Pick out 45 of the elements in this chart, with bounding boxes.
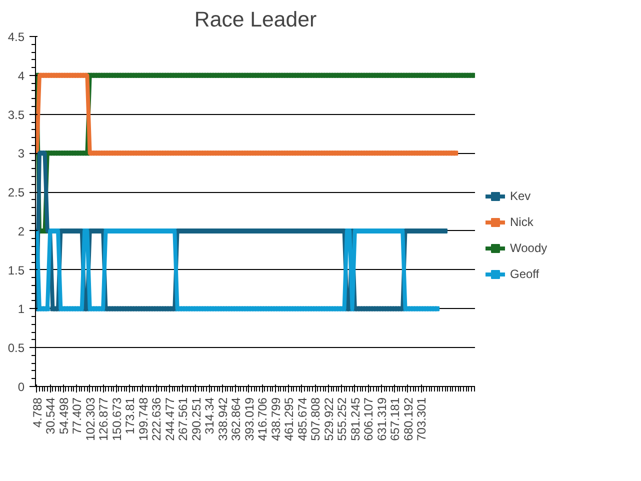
y-tick-label: 3 — [18, 146, 25, 161]
legend-label: Geoff — [510, 266, 540, 280]
legend-label: Woody — [510, 240, 548, 254]
x-tick-label: 267.561 — [176, 397, 190, 441]
legend-label: Nick — [510, 214, 534, 228]
x-tick-label: 150.673 — [110, 397, 124, 441]
x-tick-label: 362.864 — [229, 397, 244, 441]
x-tick-label: 631.319 — [374, 397, 389, 441]
chart-title: Race Leader — [194, 8, 317, 32]
x-tick-label: 126.877 — [96, 397, 111, 441]
x-tick-label: 102.303 — [83, 397, 98, 441]
x-tick-label: 680.192 — [401, 397, 416, 441]
x-tick-label: 314.34 — [202, 397, 217, 434]
x-tick-label: 657.181 — [388, 397, 402, 441]
y-tick-label: 0 — [18, 380, 25, 394]
y-tick-label: 1 — [18, 302, 25, 316]
x-tick-label: 54.498 — [56, 397, 71, 434]
y-tick-label: 1.5 — [8, 263, 25, 278]
y-tick-label: 0.5 — [8, 341, 25, 356]
x-tick-label: 244.477 — [162, 397, 177, 441]
x-tick-label: 199.748 — [136, 397, 150, 441]
x-tick-label: 393.019 — [242, 397, 256, 441]
x-tick-label: 416.706 — [256, 397, 270, 441]
x-tick-label: 555.252 — [335, 397, 350, 441]
x-tick-label: 606.107 — [362, 397, 376, 441]
x-tick-label: 173.81 — [123, 397, 138, 434]
y-tick-label: 3.5 — [8, 108, 25, 122]
x-tick-label: 703.301 — [414, 397, 429, 441]
y-tick-label: 2 — [18, 224, 25, 238]
y-tick-label: 4 — [18, 68, 25, 83]
x-tick-label: 338.942 — [216, 397, 230, 441]
x-tick-label: 438.799 — [268, 397, 283, 441]
x-tick-label: 529.922 — [322, 397, 336, 441]
x-tick-label: 290.251 — [189, 397, 204, 441]
x-tick-label: 4.788 — [30, 397, 44, 428]
y-tick-label: 4.5 — [8, 30, 25, 44]
x-tick-label: 581.245 — [348, 397, 362, 441]
x-tick-label: 461.295 — [282, 397, 296, 441]
y-tick-label: 2.5 — [8, 186, 25, 200]
x-tick-label: 485.674 — [295, 397, 310, 441]
x-tick-label: 30.544 — [44, 397, 58, 434]
x-tick-label: 77.407 — [70, 397, 84, 434]
x-tick-label: 222.636 — [150, 397, 164, 441]
x-tick-label: 507.808 — [308, 397, 323, 441]
legend-label: Kev — [510, 188, 531, 202]
